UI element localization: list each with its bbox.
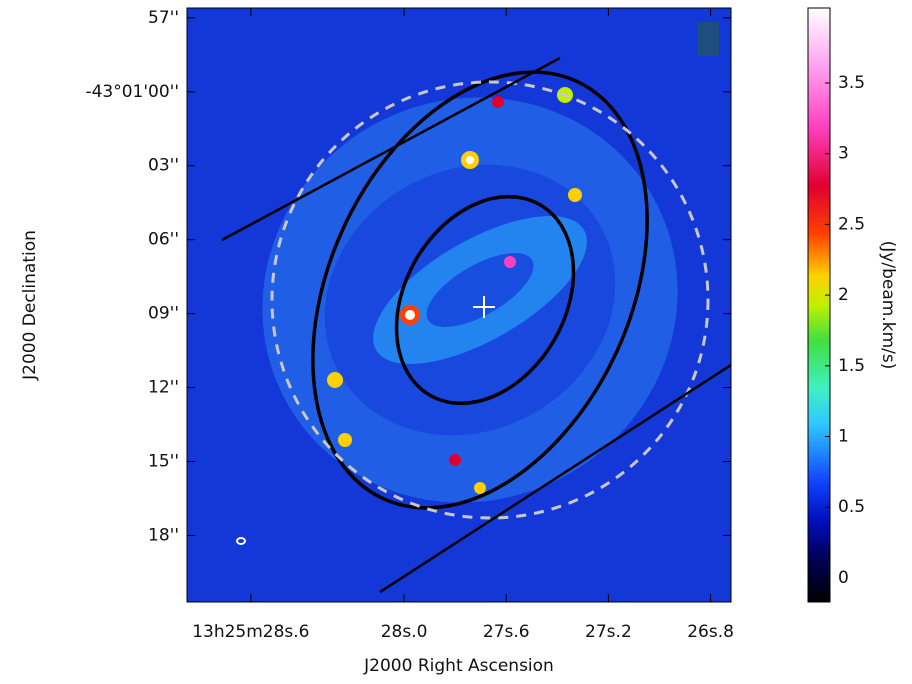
colorbar-tick-label: 3: [838, 144, 849, 164]
x-tick-label: 27s.6: [483, 622, 530, 642]
x-tick-label: 27s.2: [585, 622, 632, 642]
colorbar-tick-label: 2: [838, 285, 849, 305]
y-tick-label: 15'': [148, 452, 179, 472]
colorbar: [807, 7, 831, 603]
colorbar-tick-label: 1: [838, 427, 849, 447]
x-tick-label: 26s.8: [687, 622, 734, 642]
y-tick-label: 06'': [148, 230, 179, 250]
y-tick-label: 57'': [148, 8, 179, 28]
colorbar-tick-label: 1.5: [838, 356, 865, 376]
y-tick-label: 09'': [148, 304, 179, 324]
x-axis-label: J2000 Right Ascension: [363, 656, 554, 676]
x-tick-label: 28s.0: [381, 622, 428, 642]
image: [187, 8, 731, 602]
colorbar-tick-label: 3.5: [838, 73, 865, 93]
y-tick-label: 12'': [148, 378, 179, 398]
colorbar-label: (Jy/beam.km/s): [878, 241, 898, 370]
y-axis-label: J2000 Declination: [20, 230, 40, 381]
colorbar-tick-label: 2.5: [838, 214, 865, 234]
plot-frame: [186, 7, 732, 603]
y-tick-label: -43°01'00'': [85, 82, 179, 102]
y-tick-label: 18'': [148, 525, 179, 545]
colorbar-tick-label: 0: [838, 568, 849, 588]
x-tick-label: 13h25m28s.6: [192, 622, 309, 642]
y-tick-label: 03'': [148, 156, 179, 176]
colorbar-tick-label: 0.5: [838, 497, 865, 517]
